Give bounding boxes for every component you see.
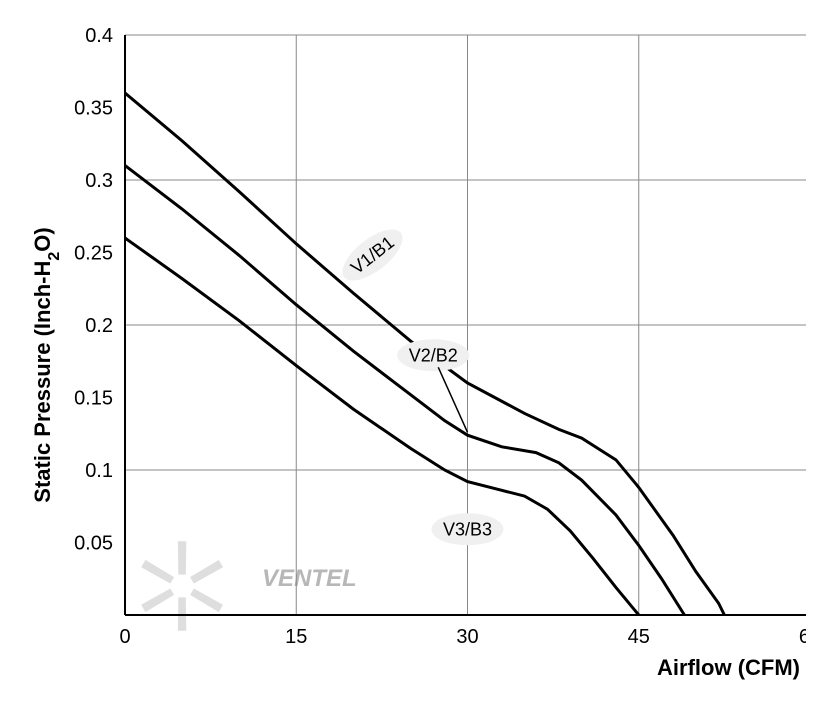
curve-label-v3-b3: V3/B3 [432,513,504,545]
y-tick-label: 0.25 [74,243,113,265]
x-tick-label: 15 [285,626,307,648]
y-tick-label: 0.35 [74,98,113,120]
y-tick-label: 0.1 [85,460,113,482]
y-tick-label: 0.15 [74,388,113,410]
x-tick-label: 30 [456,626,478,648]
svg-text:V2/B2: V2/B2 [409,345,458,365]
y-axis-label: Static Pressure (Inch-H2O) [30,227,63,502]
watermark-text: VENTEL [262,565,357,592]
x-tick-label: 60 [799,626,806,648]
x-axis-label: Airflow (CFM) [657,655,800,680]
y-tick-label: 0.2 [85,315,113,337]
y-tick-label: 0.3 [85,170,113,192]
x-tick-label: 0 [119,626,130,648]
curve-label-v2-b2: V2/B2 [397,339,469,371]
svg-text:V3/B3: V3/B3 [443,519,492,539]
fan-performance-chart: VENTEL 0 15 30 45 60 0.05 0.1 0.15 0.2 0.25 0.3 0.35… [20,20,806,684]
y-tick-label: 0.05 [74,533,113,555]
x-tick-label: 45 [628,626,650,648]
chart-svg: VENTEL 0 15 30 45 60 0.05 0.1 0.15 0.2 0.25 0.3 0.35… [20,20,806,684]
y-tick-label: 0.4 [85,25,113,47]
